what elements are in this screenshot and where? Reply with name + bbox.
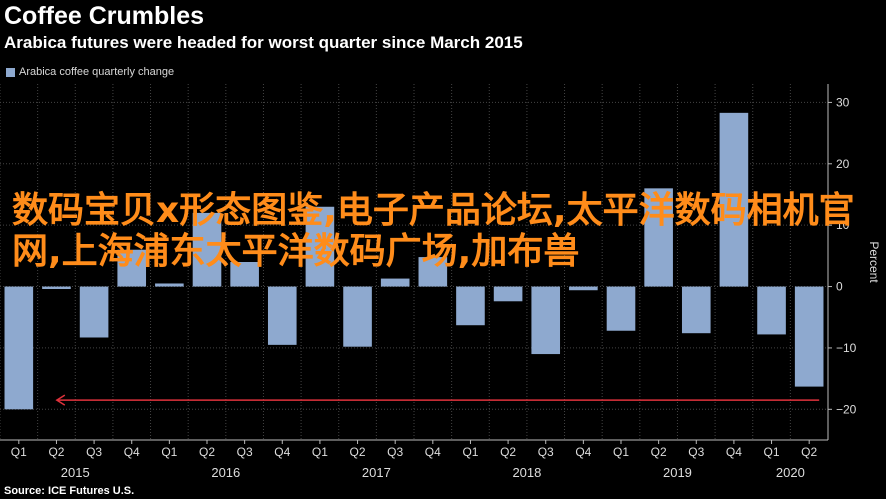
arrow-head <box>55 394 66 406</box>
annotation-arrow <box>55 394 820 406</box>
y-tick-label: −10 <box>836 341 857 355</box>
y-axis: 30 20 10 0 −10 −20 Percent <box>827 84 881 440</box>
year-label: 2020 <box>776 465 805 480</box>
year-label: 2019 <box>663 465 692 480</box>
bar <box>192 212 222 287</box>
y-tick-label: 0 <box>836 280 843 294</box>
x-tick-label: Q3 <box>387 445 403 459</box>
bar <box>719 112 749 287</box>
bar <box>569 286 598 291</box>
x-tick-label: Q1 <box>11 445 27 459</box>
x-tick-label: Q2 <box>500 445 516 459</box>
bar <box>531 286 561 355</box>
bar <box>79 286 109 338</box>
x-tick-label: Q1 <box>312 445 328 459</box>
bar <box>343 286 372 347</box>
year-label: 2018 <box>512 465 541 480</box>
x-tick-label: Q4 <box>274 445 290 459</box>
x-tick-label: Q1 <box>462 445 478 459</box>
x-tick-label: Q4 <box>425 445 441 459</box>
bar <box>644 188 673 287</box>
bar <box>267 286 297 345</box>
x-tick-label: Q4 <box>575 445 591 459</box>
x-tick-label: Q3 <box>688 445 704 459</box>
x-tick-label: Q3 <box>237 445 253 459</box>
year-label: 2016 <box>211 465 240 480</box>
x-tick-label: Q2 <box>199 445 215 459</box>
bar <box>117 249 147 287</box>
bar <box>681 286 711 334</box>
bar <box>305 206 335 287</box>
watermark-text: 数码宝贝x形态图鉴,电子产品论坛,太平洋数码相机官网,上海浦东太平洋数码广场,加… <box>12 190 855 273</box>
x-tick-label: Q1 <box>161 445 177 459</box>
x-tick-label: Q2 <box>651 445 667 459</box>
x-tick-label: Q2 <box>801 445 817 459</box>
y-axis-label: Percent <box>867 241 881 283</box>
y-tick-label: 10 <box>836 218 850 232</box>
x-tick-label: Q2 <box>350 445 366 459</box>
legend-label: Arabica coffee quarterly change <box>19 66 175 78</box>
bar <box>4 286 34 410</box>
legend-swatch <box>6 67 15 77</box>
x-tick-label: Q4 <box>124 445 140 459</box>
year-label: 2017 <box>362 465 391 480</box>
y-tick-label: 20 <box>836 157 850 171</box>
y-tick-label: −20 <box>836 402 857 416</box>
bar <box>456 286 485 326</box>
x-tick-label: Q4 <box>726 445 742 459</box>
year-label: 2015 <box>61 465 90 480</box>
x-tick-label: Q2 <box>48 445 64 459</box>
chart-title: Coffee Crumbles <box>4 2 205 30</box>
y-tick-label: 30 <box>836 95 850 109</box>
source-note: Source: ICE Futures U.S. <box>4 485 135 497</box>
x-axis: Q1 Q2 Q3 Q4 Q1 Q2 Q3 Q4 Q1 Q2 Q3 Q4 Q1 Q2 Q3 Q4 Q1 Q2 Q3 Q4… <box>0 439 828 480</box>
x-tick-label: Q1 <box>613 445 629 459</box>
x-tick-label: Q3 <box>538 445 554 459</box>
x-tick-label: Q3 <box>86 445 102 459</box>
bar <box>757 286 786 335</box>
bar <box>42 286 71 290</box>
bar <box>418 257 448 287</box>
bar <box>493 286 523 302</box>
x-tick-label: Q1 <box>764 445 780 459</box>
bar <box>230 262 259 287</box>
bar <box>380 278 410 287</box>
bar <box>606 286 636 331</box>
bar <box>155 283 184 287</box>
bar <box>794 286 824 387</box>
bars <box>4 112 824 410</box>
legend: Arabica coffee quarterly change <box>6 66 174 78</box>
chart-subtitle: Arabica futures were headed for worst qu… <box>4 33 523 52</box>
